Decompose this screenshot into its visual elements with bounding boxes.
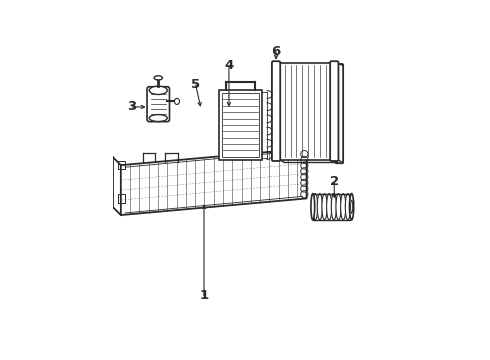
Ellipse shape	[345, 194, 350, 220]
Text: 4: 4	[224, 59, 234, 72]
Text: 1: 1	[199, 289, 209, 302]
Ellipse shape	[311, 194, 315, 220]
FancyBboxPatch shape	[272, 61, 280, 161]
Ellipse shape	[322, 194, 327, 220]
Ellipse shape	[317, 194, 322, 220]
Bar	[219, 90, 262, 159]
Ellipse shape	[331, 194, 337, 220]
Bar	[279, 63, 332, 159]
Ellipse shape	[154, 76, 162, 80]
Bar	[222, 93, 259, 157]
Text: 2: 2	[330, 175, 339, 188]
Ellipse shape	[341, 194, 346, 220]
Ellipse shape	[327, 194, 332, 220]
Text: 6: 6	[271, 45, 281, 58]
Ellipse shape	[174, 98, 179, 104]
Ellipse shape	[349, 194, 354, 220]
Polygon shape	[121, 149, 307, 215]
FancyBboxPatch shape	[330, 61, 339, 161]
Text: 3: 3	[127, 100, 137, 113]
Ellipse shape	[149, 86, 167, 94]
FancyBboxPatch shape	[335, 64, 343, 163]
Ellipse shape	[313, 194, 318, 220]
Ellipse shape	[336, 194, 341, 220]
Text: 5: 5	[191, 78, 200, 91]
Ellipse shape	[149, 114, 167, 122]
FancyBboxPatch shape	[147, 87, 170, 122]
